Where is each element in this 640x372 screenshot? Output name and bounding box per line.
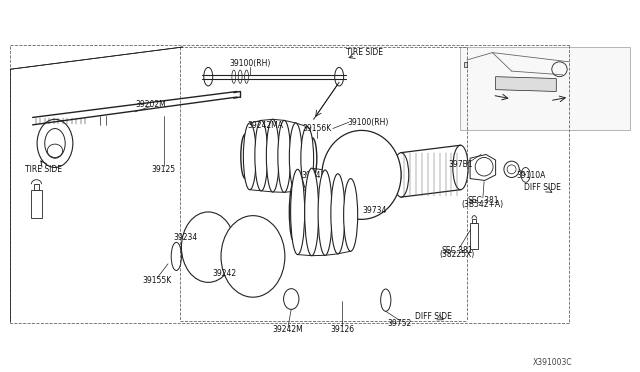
- Text: 39126: 39126: [330, 325, 355, 334]
- Text: 39155K: 39155K: [143, 276, 172, 285]
- Polygon shape: [470, 154, 495, 180]
- Bar: [461, 47, 630, 131]
- Text: 39752: 39752: [388, 320, 412, 328]
- Text: 397B1: 397B1: [448, 160, 473, 169]
- Ellipse shape: [301, 127, 314, 190]
- Text: 39156K: 39156K: [302, 124, 332, 133]
- Text: 39242M: 39242M: [273, 325, 303, 334]
- Ellipse shape: [181, 212, 235, 282]
- Ellipse shape: [305, 168, 319, 256]
- Text: 39242: 39242: [212, 269, 236, 278]
- Ellipse shape: [278, 121, 291, 192]
- Polygon shape: [472, 219, 476, 223]
- Text: 39100(RH): 39100(RH): [229, 59, 271, 68]
- Text: 39100(RH): 39100(RH): [348, 118, 388, 127]
- Text: TIRE SIDE: TIRE SIDE: [346, 48, 383, 57]
- Text: 39202M: 39202M: [136, 100, 166, 109]
- Ellipse shape: [243, 123, 256, 190]
- Text: (38225X): (38225X): [440, 250, 475, 259]
- Ellipse shape: [322, 131, 401, 219]
- Text: 39742: 39742: [301, 171, 326, 180]
- Ellipse shape: [202, 231, 214, 238]
- Text: TIRE SIDE: TIRE SIDE: [25, 165, 62, 174]
- Text: 39125: 39125: [152, 165, 175, 174]
- Polygon shape: [464, 62, 467, 67]
- Polygon shape: [470, 223, 478, 249]
- Ellipse shape: [255, 121, 268, 191]
- Polygon shape: [495, 77, 556, 92]
- Ellipse shape: [331, 174, 345, 254]
- Polygon shape: [34, 184, 39, 190]
- Ellipse shape: [291, 169, 305, 254]
- Ellipse shape: [349, 157, 361, 164]
- Text: X391003C: X391003C: [532, 357, 572, 366]
- Text: 39110A: 39110A: [516, 171, 545, 180]
- Text: SEC.381: SEC.381: [467, 196, 499, 205]
- Ellipse shape: [337, 179, 349, 185]
- Ellipse shape: [202, 243, 214, 251]
- Ellipse shape: [221, 216, 285, 297]
- Text: 39734: 39734: [362, 206, 387, 215]
- Ellipse shape: [289, 123, 302, 191]
- Text: 39234: 39234: [174, 232, 198, 242]
- Ellipse shape: [362, 179, 373, 185]
- Text: DIFF SIDE: DIFF SIDE: [524, 183, 561, 192]
- Text: SEC.381: SEC.381: [442, 246, 473, 255]
- Ellipse shape: [344, 179, 358, 251]
- Ellipse shape: [318, 170, 332, 255]
- Ellipse shape: [266, 119, 279, 192]
- Text: (3B542+A): (3B542+A): [462, 200, 504, 209]
- Polygon shape: [31, 190, 42, 218]
- Text: 39242MA: 39242MA: [248, 121, 284, 130]
- Ellipse shape: [202, 256, 214, 264]
- Text: DIFF SIDE: DIFF SIDE: [415, 312, 452, 321]
